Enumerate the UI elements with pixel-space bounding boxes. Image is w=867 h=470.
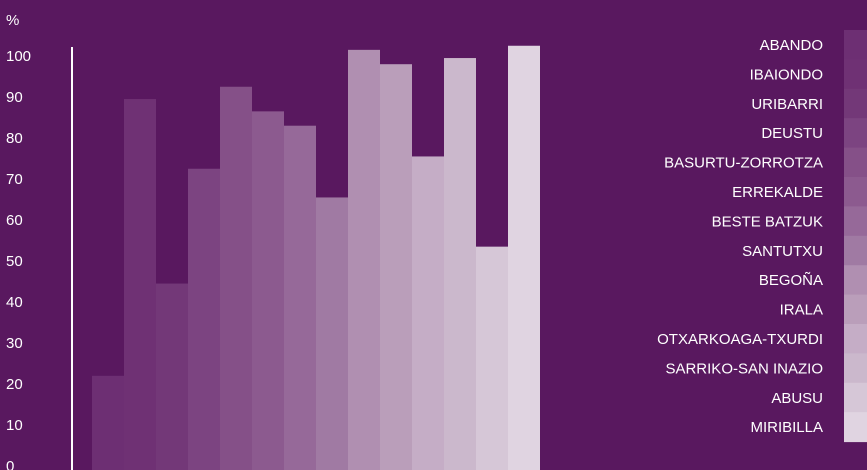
legend-swatch: [844, 412, 867, 443]
bar-irala: [380, 64, 412, 470]
legend-swatch: [844, 30, 867, 60]
y-tick-label: 50: [6, 253, 23, 270]
bar-ibaiondo: [124, 99, 156, 470]
y-tick-label: 60: [6, 212, 23, 229]
y-tick-label: 90: [6, 89, 23, 106]
bar-bego-a: [348, 49, 380, 470]
legend-swatch: [844, 118, 867, 149]
legend-swatch: [844, 147, 867, 178]
y-tick-label: 40: [6, 294, 23, 311]
y-tick-label: 0: [6, 458, 14, 470]
legend-label: SANTUTXU: [742, 243, 823, 260]
legend-swatch: [844, 88, 867, 119]
legend-label: BESTE BATZUK: [712, 213, 823, 230]
bar-abusu: [476, 246, 508, 470]
bar-uribarri: [156, 283, 188, 470]
bar-sarriko-san-inazio: [444, 58, 476, 470]
bar-otxarkoaga-txurdi: [412, 156, 444, 470]
legend-swatch: [844, 235, 867, 266]
y-axis-ticks: 0 10 20 30 40 50 60 70 80 90 100: [6, 48, 31, 470]
legend-label: BASURTU-ZORROTZA: [664, 155, 823, 172]
legend-label: IRALA: [780, 302, 823, 319]
legend-label: OTXARKOAGA-TXURDI: [657, 331, 823, 348]
y-tick-label: 10: [6, 417, 23, 434]
y-axis-unit-label: %: [6, 12, 19, 29]
legend-label: BEGOÑA: [759, 272, 823, 289]
legend-swatch: [844, 294, 867, 325]
y-tick-label: 20: [6, 376, 23, 393]
legend-label: MIRIBILLA: [750, 419, 823, 436]
legend-swatch: [844, 353, 867, 384]
bars: [92, 45, 540, 470]
legend-swatch: [844, 177, 867, 207]
legend-label: IBAIONDO: [750, 66, 823, 83]
legend-swatch: [844, 265, 867, 296]
legend-label: URIBARRI: [751, 96, 823, 113]
legend-label: ABUSU: [771, 390, 823, 407]
legend-label: ERREKALDE: [732, 184, 823, 201]
legend-label: DEUSTU: [761, 125, 823, 142]
y-tick-label: 100: [6, 48, 31, 65]
legend-label: ABANDO: [760, 37, 823, 54]
legend-swatch: [844, 206, 867, 237]
bar-santutxu: [316, 197, 348, 470]
bar-abando: [92, 375, 124, 470]
bar-beste-batzuk: [284, 125, 316, 470]
legend-label: SARRIKO-SAN INAZIO: [665, 360, 823, 377]
legend-swatch: [844, 324, 867, 354]
bar-deustu: [188, 168, 220, 470]
y-tick-label: 80: [6, 130, 23, 147]
bar-errekalde: [252, 111, 284, 470]
legend-swatch: [844, 59, 867, 90]
bar-miribilla: [508, 45, 540, 470]
legend: ABANDO IBAIONDO URIBARRI DEUSTU BASURTU-ZORR…: [657, 30, 867, 443]
bar-basurtu-zorrotza: [220, 86, 252, 470]
legend-swatch: [844, 382, 867, 413]
y-tick-label: 30: [6, 335, 23, 352]
y-tick-label: 70: [6, 171, 23, 188]
